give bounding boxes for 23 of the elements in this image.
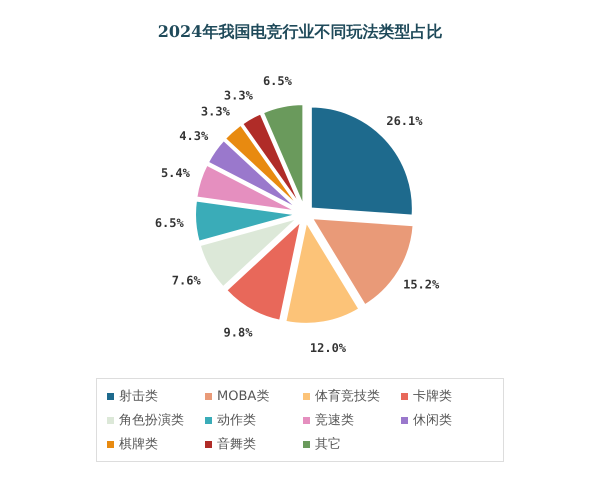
data-label: 6.5% bbox=[262, 74, 293, 88]
data-label: 5.4% bbox=[160, 166, 191, 180]
data-label: 3.3% bbox=[200, 104, 231, 119]
legend-label: 卡牌类 bbox=[413, 388, 452, 405]
data-label: 3.3% bbox=[224, 88, 254, 102]
legend-label: 体育竞技类 bbox=[315, 388, 380, 405]
legend-label: 音舞类 bbox=[217, 436, 256, 453]
legend-label: 射击类 bbox=[119, 388, 158, 405]
legend-label: 动作类 bbox=[217, 412, 256, 429]
chart-title: 2024年我国电竞行业不同玩法类型占比 bbox=[156, 21, 444, 43]
data-label: 6.5% bbox=[154, 216, 185, 230]
legend-label: 其它 bbox=[315, 436, 341, 453]
data-label: 15.2% bbox=[403, 278, 440, 292]
data-label: 12.0% bbox=[310, 341, 347, 356]
data-label: 26.1% bbox=[386, 114, 424, 128]
legend-label: 角色扮演类 bbox=[119, 412, 184, 429]
legend-label: MOBA类 bbox=[217, 388, 270, 405]
legend-label: 竞速类 bbox=[315, 412, 354, 429]
data-label: 7.6% bbox=[172, 273, 202, 288]
data-label: 4.3% bbox=[179, 128, 209, 143]
data-label: 9.8% bbox=[224, 325, 254, 340]
legend-label: 休闲类 bbox=[413, 412, 452, 429]
legend-label: 棋牌类 bbox=[119, 436, 158, 453]
